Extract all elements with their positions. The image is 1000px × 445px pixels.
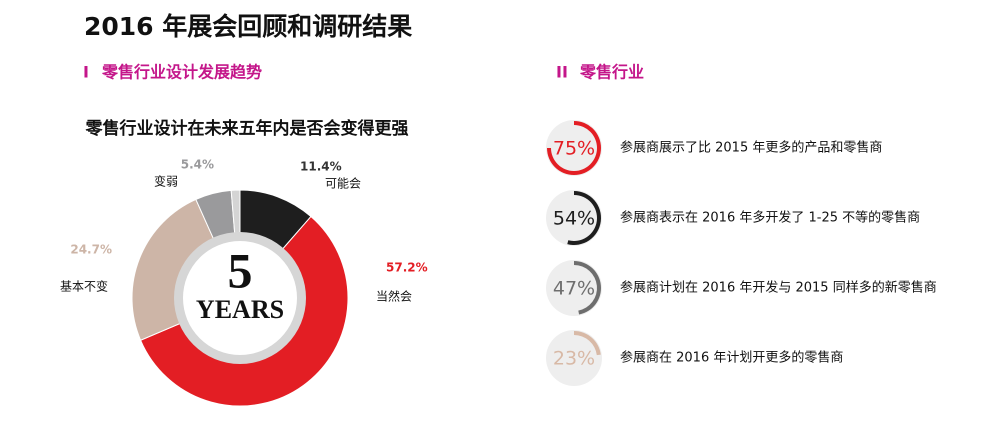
progress-arc <box>574 261 601 315</box>
center-label: YEARS <box>196 295 284 324</box>
progress-arc <box>574 331 601 356</box>
progress-text: 参展商表示在 2016 年多开发了 1-25 不等的零售商 <box>620 210 920 226</box>
progress-bg <box>546 260 602 316</box>
progress-bg <box>546 330 602 386</box>
section-heading: 零售行业设计发展趋势 <box>101 63 262 82</box>
progress-value: 75% <box>553 138 595 160</box>
section-number: II <box>556 63 568 82</box>
progress-text: 参展商在 2016 年计划开更多的零售商 <box>620 350 843 366</box>
center-disc <box>183 241 297 355</box>
section-number: I <box>83 63 89 82</box>
value-label: 5.4% <box>181 158 214 172</box>
category-label: 可能会 <box>325 177 361 191</box>
progress-bg <box>546 190 602 246</box>
value-label: 11.4% <box>300 160 342 174</box>
progress-text: 参展商展示了比 2015 年更多的产品和零售商 <box>620 140 882 156</box>
value-label: 24.7% <box>70 243 112 257</box>
chart-title: 零售行业设计在未来五年内是否会变得更强 <box>85 118 409 139</box>
category-label: 当然会 <box>376 289 412 304</box>
category-label: 变弱 <box>154 174 178 189</box>
page-title: 2016 年展会回顾和调研结果 <box>84 12 412 41</box>
progress-value: 54% <box>553 208 595 230</box>
progress-text: 参展商计划在 2016 年开发与 2015 同样多的新零售商 <box>620 280 937 296</box>
progress-bg <box>546 120 602 176</box>
section-heading: 零售行业 <box>579 63 644 82</box>
category-label: 基本不变 <box>60 279 108 294</box>
center-number: 5 <box>228 242 253 298</box>
value-label: 57.2% <box>386 261 428 275</box>
progress-value: 23% <box>553 348 595 370</box>
progress-value: 47% <box>553 278 595 300</box>
